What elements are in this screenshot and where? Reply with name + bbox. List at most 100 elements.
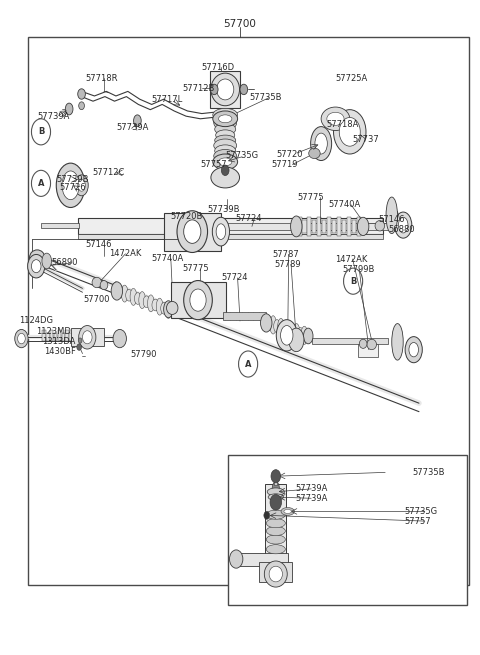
Bar (359, 344, 378, 357)
Ellipse shape (215, 135, 236, 145)
Bar (235, 553, 288, 565)
Ellipse shape (212, 217, 229, 246)
Text: 57146: 57146 (378, 215, 405, 225)
Ellipse shape (78, 179, 85, 191)
Ellipse shape (266, 519, 285, 528)
Text: 57724: 57724 (221, 273, 247, 282)
Bar (347, 217, 351, 236)
Text: 57725A: 57725A (336, 74, 368, 83)
Ellipse shape (281, 322, 288, 335)
Ellipse shape (214, 149, 237, 162)
Ellipse shape (375, 221, 384, 231)
Text: 56890: 56890 (51, 259, 78, 267)
Text: 1313DA: 1313DA (42, 337, 75, 346)
Ellipse shape (315, 133, 327, 154)
Ellipse shape (277, 318, 284, 337)
Bar (362, 220, 366, 233)
Ellipse shape (126, 290, 132, 301)
Ellipse shape (367, 339, 376, 350)
Ellipse shape (276, 320, 297, 351)
Text: 57789: 57789 (275, 260, 301, 269)
Text: 57720: 57720 (276, 149, 303, 159)
Ellipse shape (266, 535, 285, 544)
Text: 57775: 57775 (297, 193, 324, 202)
Ellipse shape (134, 293, 141, 305)
Ellipse shape (79, 326, 96, 349)
Ellipse shape (214, 139, 237, 152)
Text: 57737: 57737 (352, 134, 379, 143)
Ellipse shape (216, 130, 235, 140)
Ellipse shape (130, 288, 137, 305)
Ellipse shape (321, 107, 350, 130)
Ellipse shape (75, 175, 88, 196)
Text: 57724: 57724 (235, 214, 262, 223)
Ellipse shape (286, 321, 292, 339)
Ellipse shape (215, 145, 236, 157)
Text: 57739A: 57739A (296, 494, 328, 503)
Ellipse shape (62, 171, 79, 200)
Ellipse shape (240, 84, 248, 95)
Ellipse shape (327, 112, 344, 125)
Bar (332, 220, 336, 233)
Ellipse shape (83, 331, 92, 344)
Bar (71, 328, 104, 346)
Text: 1430BF: 1430BF (44, 347, 76, 356)
Text: 57716D: 57716D (202, 63, 235, 72)
Bar (171, 282, 226, 318)
Text: 57700: 57700 (224, 18, 256, 29)
Text: 1123MD: 1123MD (36, 327, 71, 336)
Ellipse shape (309, 148, 320, 159)
Text: 57719: 57719 (271, 160, 298, 169)
Text: 57757: 57757 (405, 517, 431, 526)
Ellipse shape (218, 115, 232, 122)
Text: 57740A: 57740A (152, 254, 184, 263)
Ellipse shape (18, 333, 25, 344)
Ellipse shape (211, 167, 240, 188)
Ellipse shape (405, 337, 422, 363)
Text: 57740A: 57740A (328, 200, 360, 210)
Text: 57787: 57787 (272, 250, 299, 259)
Ellipse shape (398, 217, 408, 233)
Bar (42, 330, 46, 341)
Text: B: B (38, 127, 44, 136)
Text: 57739A: 57739A (296, 484, 328, 493)
Ellipse shape (77, 344, 82, 350)
Ellipse shape (261, 314, 272, 332)
Bar (46, 333, 49, 341)
Bar (297, 217, 301, 236)
Ellipse shape (311, 126, 332, 160)
Bar (58, 330, 61, 341)
Ellipse shape (272, 481, 280, 500)
Ellipse shape (409, 343, 419, 357)
Bar (307, 217, 312, 236)
Ellipse shape (266, 545, 285, 554)
Text: 57757: 57757 (201, 160, 228, 169)
Ellipse shape (164, 301, 173, 318)
Bar (50, 330, 53, 341)
Bar (54, 333, 57, 341)
Ellipse shape (284, 510, 291, 514)
Ellipse shape (392, 324, 403, 360)
Ellipse shape (184, 280, 212, 320)
Ellipse shape (139, 291, 145, 309)
Bar (69, 333, 72, 341)
Ellipse shape (281, 508, 294, 515)
Ellipse shape (269, 566, 282, 582)
Text: 57735B: 57735B (250, 94, 282, 102)
Bar (312, 338, 388, 345)
Text: 57712B: 57712B (183, 84, 215, 92)
Ellipse shape (395, 212, 412, 238)
Ellipse shape (270, 495, 281, 510)
Bar (223, 312, 266, 320)
Bar (210, 71, 240, 108)
Ellipse shape (215, 123, 236, 135)
Ellipse shape (167, 301, 178, 314)
Ellipse shape (133, 115, 141, 126)
Bar (228, 455, 467, 605)
Bar (259, 562, 292, 582)
Text: 57790: 57790 (130, 350, 157, 359)
Ellipse shape (290, 216, 302, 237)
Ellipse shape (281, 326, 293, 345)
Bar (327, 217, 331, 236)
Ellipse shape (211, 73, 240, 105)
